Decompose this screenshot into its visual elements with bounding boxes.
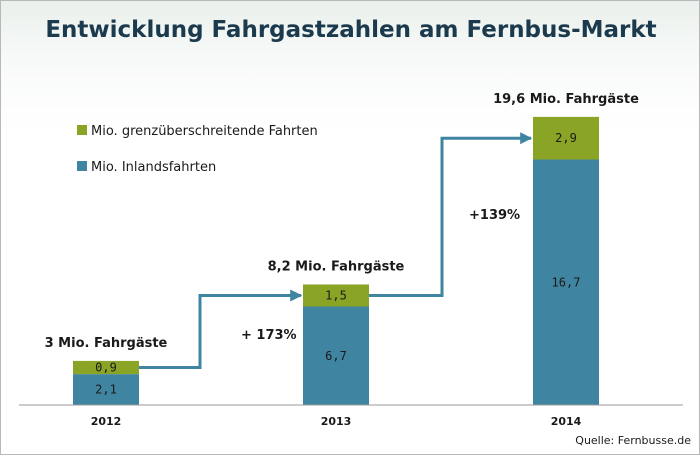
bar-cross-border-2014 xyxy=(533,116,599,160)
growth-arrow-2013 xyxy=(139,289,303,370)
x-tick-2014: 2014 xyxy=(551,415,582,428)
legend-label-domestic: Mio. Inlandsfahrten xyxy=(91,160,216,175)
bar-domestic-2014 xyxy=(533,159,599,405)
legend-swatch-domestic xyxy=(77,161,87,171)
bars-group: 2,1 0,9 3 Mio. Fahrgäste 2012 6,7 1,5 8,2 Mio.… xyxy=(45,92,639,428)
growth-label-2013: + 173% xyxy=(241,328,297,343)
data-label-domestic-2014: 16,7 xyxy=(552,275,581,289)
bar-domestic-2013 xyxy=(303,306,369,405)
growth-label-2014: +139% xyxy=(469,208,520,223)
bar-cross-border-2013 xyxy=(303,284,369,307)
bar-domestic-2012 xyxy=(73,374,139,405)
source-note: Quelle: Fernbusse.de xyxy=(575,434,691,447)
x-tick-2013: 2013 xyxy=(321,415,352,428)
legend-label-cross-border: Mio. grenzüberschreitende Fahrten xyxy=(91,124,318,139)
data-label-domestic-2012: 2,1 xyxy=(95,383,117,397)
total-label-2012: 3 Mio. Fahrgäste xyxy=(45,336,168,351)
growth-arrow-2014 xyxy=(369,132,533,297)
legend-swatch-cross-border xyxy=(77,125,87,135)
data-label-cross-border-2014: 2,9 xyxy=(555,131,577,145)
data-label-cross-border-2013: 1,5 xyxy=(325,288,347,302)
chart-title: Entwicklung Fahrgastzahlen am Fernbus-Ma… xyxy=(45,17,656,43)
legend: Mio. grenzüberschreitende Fahrten Mio. I… xyxy=(77,124,318,175)
x-tick-2012: 2012 xyxy=(91,415,122,428)
growth-arrows xyxy=(139,132,533,370)
bar-cross-border-2012 xyxy=(73,360,139,375)
total-label-2013: 8,2 Mio. Fahrgäste xyxy=(268,259,405,274)
data-label-domestic-2013: 6,7 xyxy=(325,349,347,363)
data-label-cross-border-2012: 0,9 xyxy=(95,361,117,375)
total-label-2014: 19,6 Mio. Fahrgäste xyxy=(493,92,639,107)
